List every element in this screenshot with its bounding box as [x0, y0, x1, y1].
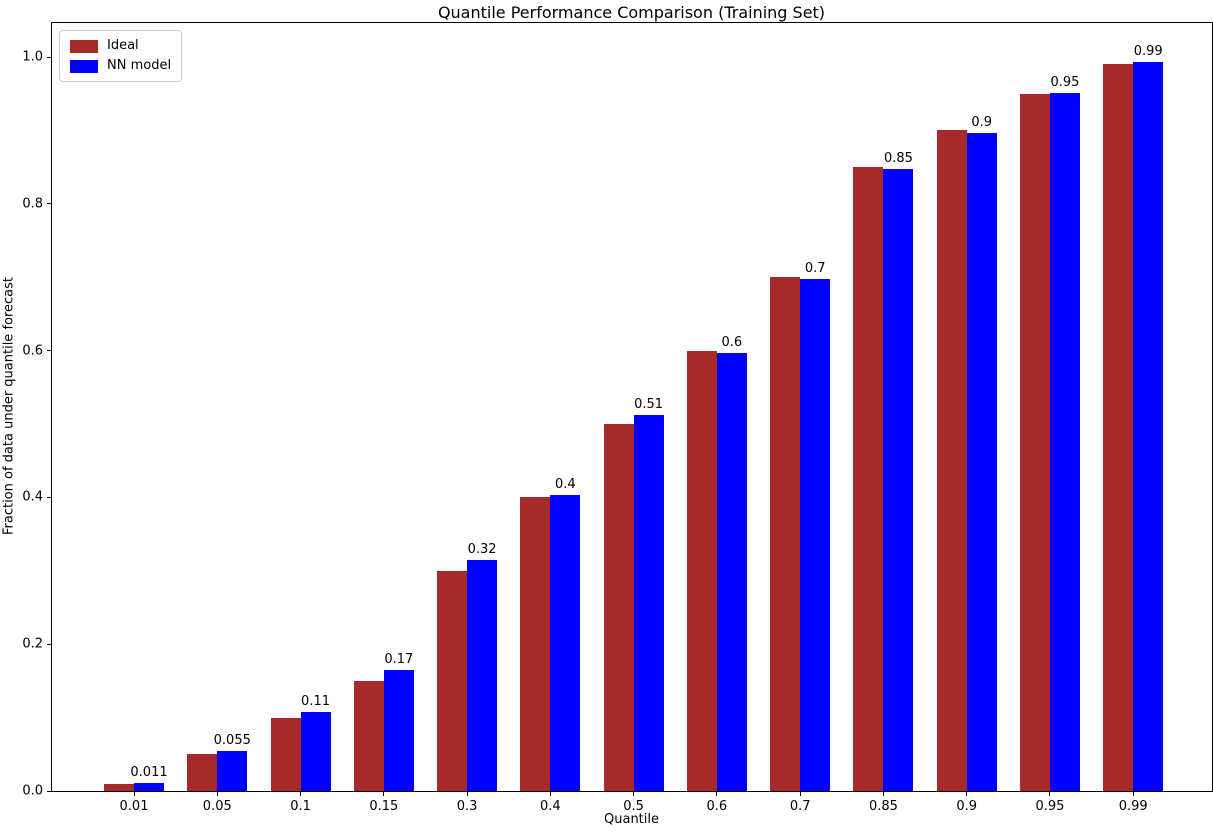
x-tick-mark	[882, 791, 884, 796]
bar-nn-model	[1133, 62, 1164, 791]
x-tick-mark	[1049, 791, 1051, 796]
bar-ideal	[270, 717, 301, 791]
y-tick-label: 0.4	[22, 489, 43, 505]
x-tick-mark	[133, 791, 135, 796]
bar-nn-model	[383, 669, 414, 791]
x-tick-mark	[216, 791, 218, 796]
x-tick-mark	[549, 791, 551, 796]
bar-nn-model	[467, 559, 498, 791]
x-tick-mark	[966, 791, 968, 796]
y-tick-label: 1.0	[22, 49, 43, 65]
y-tick-label: 0.8	[22, 196, 43, 212]
plot-area: Ideal NN model 0.0 0.2 0.4 0.6 0.8 1.0 0.011 0.…	[22, 22, 1213, 814]
x-tick-label: 0.7	[789, 799, 811, 814]
bar-nn-model	[300, 711, 331, 791]
x-tick-label: 0.6	[706, 799, 728, 814]
y-tick-mark	[47, 790, 52, 792]
x-tick-mark	[1132, 791, 1134, 796]
bar-nn-model	[550, 495, 581, 791]
legend-label-ideal: Ideal	[107, 38, 139, 53]
x-tick-label: 0.85	[868, 799, 898, 814]
bar-nn-model	[134, 782, 164, 791]
bar-nn-model	[966, 132, 997, 791]
legend-item-ideal: Ideal	[70, 39, 171, 53]
y-tick-mark	[47, 643, 52, 645]
bar-ideal	[1103, 64, 1134, 791]
bar-ideal	[187, 754, 218, 791]
x-tick-mark	[300, 791, 302, 796]
x-tick-label: 0.5	[623, 799, 644, 814]
x-tick-label: 0.4	[540, 799, 561, 814]
bar-value-label: 0.11	[301, 693, 331, 709]
bar-ideal	[520, 497, 551, 791]
x-tick-label: 0.01	[119, 799, 149, 814]
x-tick-mark	[466, 791, 468, 796]
bar-ideal	[770, 277, 801, 791]
bar-value-label: 0.011	[130, 764, 168, 780]
bar-ideal	[104, 783, 134, 791]
bar-value-label: 0.7	[804, 260, 826, 276]
bar-value-label: 0.055	[213, 732, 251, 748]
y-axis-label: Fraction of data under quantile forecast	[1, 276, 17, 536]
chart-title: Quantile Performance Comparison (Trainin…	[437, 3, 826, 22]
bar-nn-model	[217, 750, 248, 791]
bar-value-label: 0.32	[467, 541, 497, 557]
bar-value-label: 0.85	[883, 150, 913, 166]
bar-value-label: 0.9	[971, 114, 993, 130]
bar-value-label: 0.17	[384, 651, 414, 667]
bar-nn-model	[883, 168, 914, 791]
x-tick-mark	[383, 791, 385, 796]
bar-value-label: 0.95	[1050, 74, 1080, 90]
bar-nn-model	[1049, 92, 1080, 791]
bar-value-label: 0.6	[721, 334, 743, 350]
y-tick-label: 0.2	[22, 636, 43, 652]
x-axis-label: Quantile	[604, 812, 659, 827]
y-tick-mark	[47, 496, 52, 498]
bar-ideal	[603, 424, 634, 791]
x-tick-label: 0.95	[1035, 799, 1065, 814]
bar-ideal	[353, 680, 384, 791]
bar-nn-model	[716, 352, 747, 791]
x-tick-mark	[633, 791, 635, 796]
bar-nn-model	[633, 415, 664, 791]
y-tick-mark	[47, 56, 52, 58]
ideal-swatch	[70, 39, 98, 53]
bar-value-label: 0.51	[634, 397, 664, 413]
x-tick-label: 0.99	[1118, 799, 1148, 814]
bar-value-label: 0.4	[555, 477, 576, 493]
x-tick-mark	[716, 791, 718, 796]
x-tick-mark	[799, 791, 801, 796]
x-tick-label: 0.05	[202, 799, 232, 814]
y-tick-label: 0.0	[22, 783, 43, 799]
x-tick-label: 0.15	[369, 799, 399, 814]
bar-ideal	[1019, 93, 1050, 791]
bar-ideal	[853, 167, 884, 791]
bar-ideal	[437, 570, 468, 791]
x-tick-label: 0.3	[456, 799, 478, 814]
bar-ideal	[936, 130, 967, 791]
bar-ideal	[686, 350, 717, 791]
x-tick-label: 0.1	[290, 799, 311, 814]
bar-value-label: 0.99	[1133, 44, 1163, 60]
y-tick-mark	[47, 350, 52, 352]
nn-model-swatch	[70, 59, 98, 73]
x-tick-label: 0.9	[956, 799, 978, 814]
legend: Ideal NN model	[59, 30, 183, 82]
y-tick-mark	[47, 203, 52, 205]
bar-nn-model	[800, 278, 831, 791]
y-tick-label: 0.6	[22, 343, 43, 359]
legend-label-nn-model: NN model	[107, 58, 172, 73]
legend-item-nn-model: NN model	[70, 59, 171, 73]
